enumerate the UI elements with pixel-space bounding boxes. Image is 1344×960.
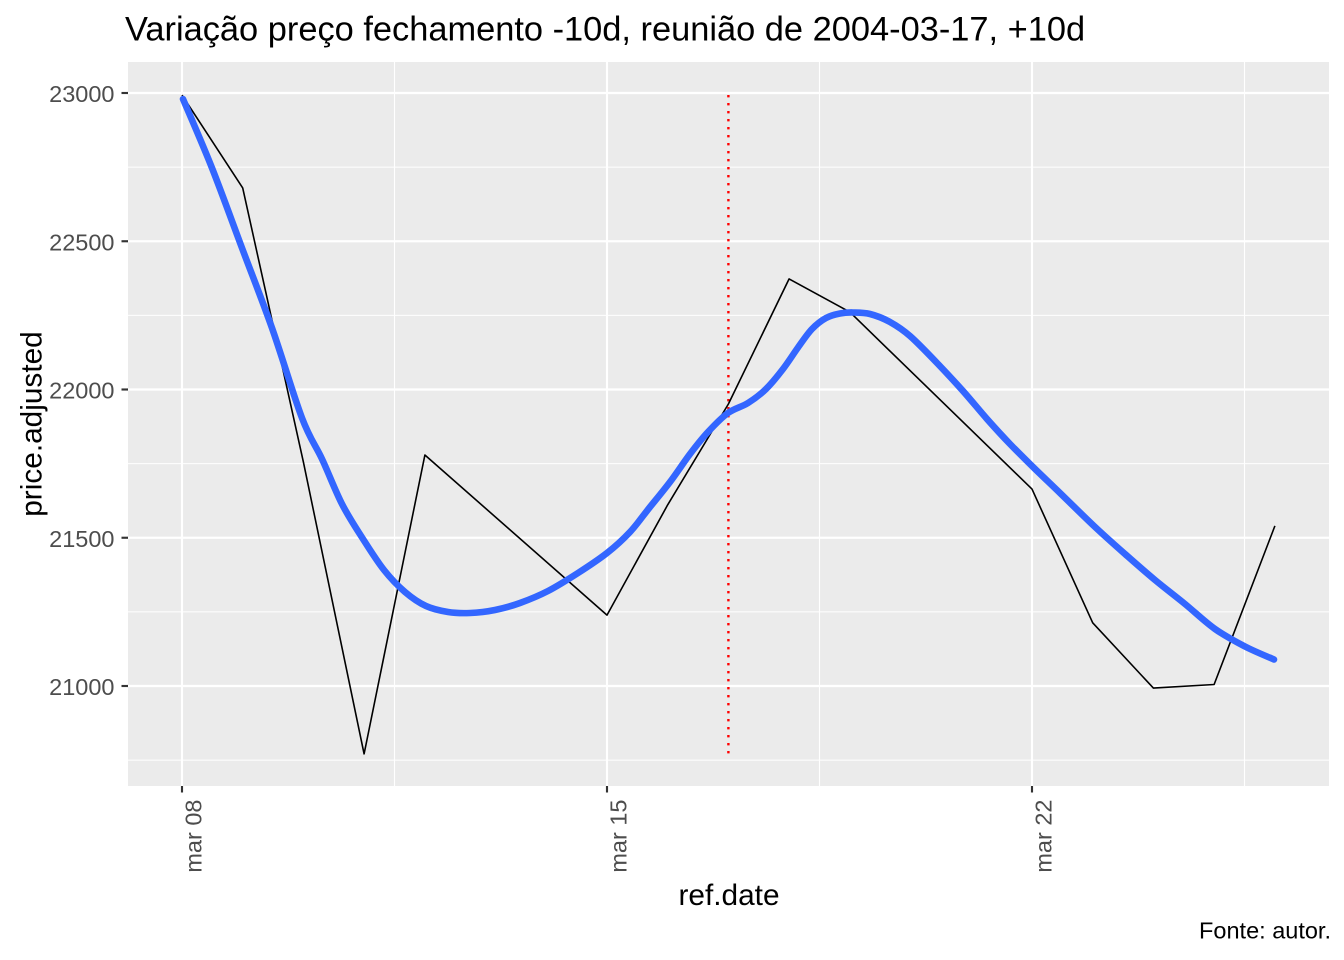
svg-text:ref.date: ref.date: [678, 879, 779, 912]
svg-text:price.adjusted: price.adjusted: [16, 331, 49, 517]
svg-text:21500: 21500: [49, 526, 114, 552]
svg-text:22000: 22000: [49, 378, 114, 404]
svg-text:Fonte: autor.: Fonte: autor.: [1199, 917, 1331, 943]
svg-text:mar 08: mar 08: [181, 800, 207, 873]
svg-text:22500: 22500: [49, 229, 114, 255]
svg-text:Variação preço fechamento -10d: Variação preço fechamento -10d, reunião …: [125, 11, 1085, 49]
svg-text:23000: 23000: [49, 81, 114, 107]
svg-text:mar 15: mar 15: [606, 800, 632, 873]
svg-text:mar 22: mar 22: [1031, 800, 1057, 873]
svg-text:21000: 21000: [49, 674, 114, 700]
